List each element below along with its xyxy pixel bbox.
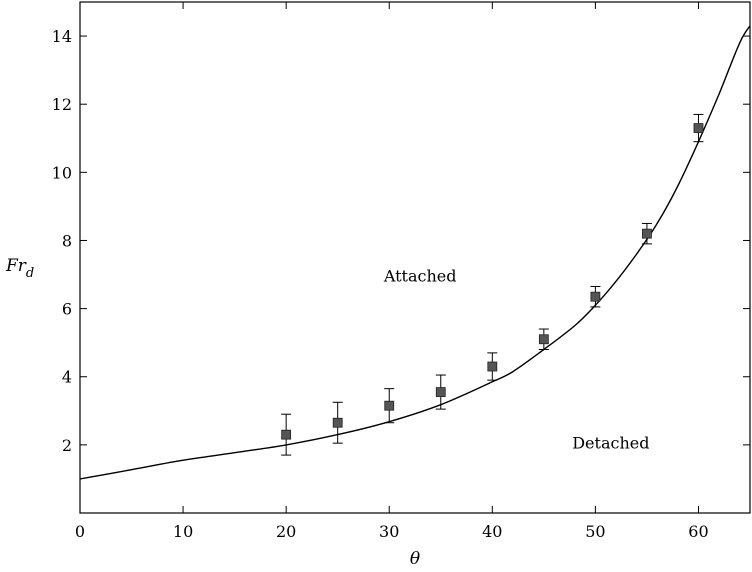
data-point xyxy=(435,374,446,410)
data-points xyxy=(281,113,704,456)
x-tick-label: 20 xyxy=(276,522,296,541)
data-point xyxy=(641,222,652,245)
square-marker xyxy=(384,400,395,411)
y-tick-label: 8 xyxy=(62,231,72,250)
y-tick-label: 2 xyxy=(62,436,72,455)
y-axis-title-main: Fr xyxy=(5,256,27,276)
square-marker xyxy=(332,417,343,428)
square-marker xyxy=(642,228,652,239)
data-point xyxy=(281,413,292,456)
data-point xyxy=(590,285,601,308)
x-tick-label: 0 xyxy=(75,522,85,541)
y-tick-label: 14 xyxy=(52,27,72,46)
y-tick-label: 4 xyxy=(62,368,72,387)
y-tick-label: 12 xyxy=(52,95,72,114)
x-tick-label: 50 xyxy=(585,522,605,541)
square-marker xyxy=(487,361,498,372)
data-point xyxy=(384,388,395,424)
annotation-detached: Detached xyxy=(572,433,649,452)
square-marker xyxy=(538,334,549,345)
y-tick-label: 6 xyxy=(62,300,72,319)
ticks xyxy=(79,2,750,513)
data-point xyxy=(332,401,343,444)
x-tick-label: 40 xyxy=(482,522,502,541)
y-axis-title-subscript: d xyxy=(26,266,34,281)
tick-labels: 0 10 20 30 40 50 60 2 4 6 8 10 12 14 xyxy=(52,27,709,541)
plot-frame xyxy=(79,1,751,514)
x-tick-label: 10 xyxy=(173,522,193,541)
theory-curve xyxy=(79,25,751,480)
y-axis-title: Frd xyxy=(5,256,34,281)
x-tick-label: 60 xyxy=(688,522,708,541)
annotation-attached: Attached xyxy=(383,266,457,285)
square-marker xyxy=(590,291,601,302)
data-point xyxy=(538,328,549,350)
square-marker xyxy=(693,123,704,133)
square-marker xyxy=(281,429,292,440)
y-tick-label: 10 xyxy=(52,163,72,182)
square-marker xyxy=(435,387,446,397)
x-tick-label: 30 xyxy=(379,522,399,541)
x-axis-title: θ xyxy=(410,549,420,569)
data-point xyxy=(487,352,498,381)
data-point xyxy=(693,113,704,143)
